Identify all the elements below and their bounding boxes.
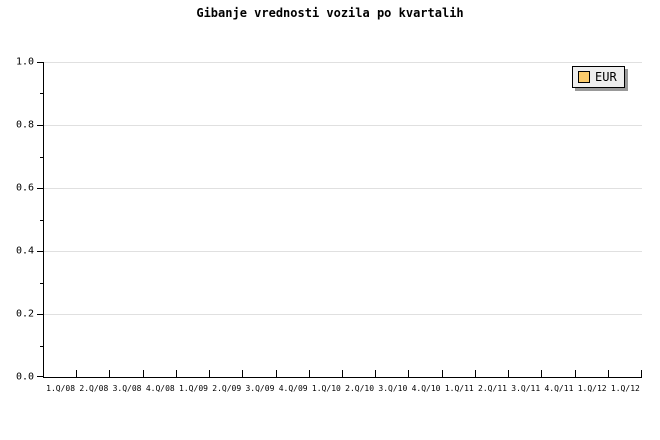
x-axis-tick: [242, 370, 243, 377]
x-axis-tick: [109, 370, 110, 377]
y-axis-minor-tick: [40, 346, 43, 347]
x-axis-tick: [375, 370, 376, 377]
x-axis-tick-label: 4.Q/10: [411, 384, 441, 393]
x-axis-tick: [408, 370, 409, 377]
x-axis-tick-label: 1.Q/12: [610, 384, 640, 393]
y-axis-tick-label: 0.6: [15, 182, 34, 194]
x-axis-tick-label: 3.Q/09: [245, 384, 275, 393]
y-axis-major-tick: [37, 125, 43, 126]
x-axis-tick-label: 4.Q/08: [145, 384, 175, 393]
x-axis-tick-label: 1.Q/12: [577, 384, 607, 393]
x-axis-tick-label: 1.Q/08: [46, 384, 76, 393]
y-axis-major-tick: [37, 62, 43, 63]
y-gridline: [44, 62, 642, 63]
legend-box: EUR: [572, 66, 625, 88]
plot-area: [37, 62, 642, 378]
y-axis-labels: 0.0 0.2 0.4 0.6 0.8 1.0: [0, 57, 34, 383]
x-axis-tick-label: 1.Q/09: [179, 384, 208, 393]
x-axis-tick: [342, 370, 343, 377]
y-axis-major-tick: [37, 314, 43, 315]
y-axis-minor-tick: [40, 93, 43, 94]
y-axis-tick-label: 0.4: [15, 245, 34, 257]
x-axis-tick-label: 3.Q/10: [378, 384, 408, 393]
x-axis-tick-label: 3.Q/11: [511, 384, 541, 393]
x-axis-tick: [575, 370, 576, 377]
x-axis-tick-label: 1.Q/11: [444, 384, 474, 393]
x-axis-tick: [209, 370, 210, 377]
legend-series-label: EUR: [595, 70, 617, 84]
x-axis-tick: [176, 370, 177, 377]
y-gridline: [44, 188, 642, 189]
x-axis-tick-label: 3.Q/08: [112, 384, 142, 393]
x-axis-tick-label: 2.Q/11: [478, 384, 507, 393]
x-axis-tick: [309, 370, 310, 377]
x-axis-tick: [143, 370, 144, 377]
x-axis-tick-label: 2.Q/10: [345, 384, 375, 393]
y-axis-minor-tick: [40, 283, 43, 284]
x-axis-tick: [608, 370, 609, 377]
y-axis-major-tick: [37, 251, 43, 252]
x-axis-tick-label: 2.Q/09: [212, 384, 242, 393]
x-axis-tick: [541, 370, 542, 377]
y-axis-tick-label: 0.0: [15, 371, 34, 383]
y-axis-minor-tick: [40, 220, 43, 221]
x-axis-tick: [276, 370, 277, 377]
x-axis-tick: [76, 370, 77, 377]
x-axis-tick: [442, 370, 443, 377]
x-axis-tick-label: 2.Q/08: [79, 384, 109, 393]
chart-title: Gibanje vrednosti vozila po kvartalih: [196, 6, 464, 20]
y-gridline: [44, 314, 642, 315]
y-axis-tick-label: 0.2: [15, 308, 34, 320]
y-axis-tick-label: 0.8: [15, 119, 34, 131]
x-axis-labels: 1.Q/08 2.Q/08 3.Q/08 4.Q/08 1.Q/09 2.Q/09 3.Q/…: [44, 384, 642, 398]
y-gridline: [44, 251, 642, 252]
x-axis-tick: [641, 370, 642, 377]
x-axis-tick-label: 1.Q/10: [311, 384, 341, 393]
y-axis-major-tick: [37, 376, 43, 377]
y-gridline: [44, 125, 642, 126]
y-axis-minor-tick: [40, 157, 43, 158]
x-axis-tick-label: 4.Q/09: [278, 384, 308, 393]
y-axis-tick-label: 1.0: [15, 56, 34, 68]
x-axis-tick: [475, 370, 476, 377]
y-axis-major-tick: [37, 188, 43, 189]
x-axis-tick-label: 4.Q/11: [544, 384, 574, 393]
x-axis-tick: [508, 370, 509, 377]
legend-swatch-icon: [578, 71, 590, 83]
